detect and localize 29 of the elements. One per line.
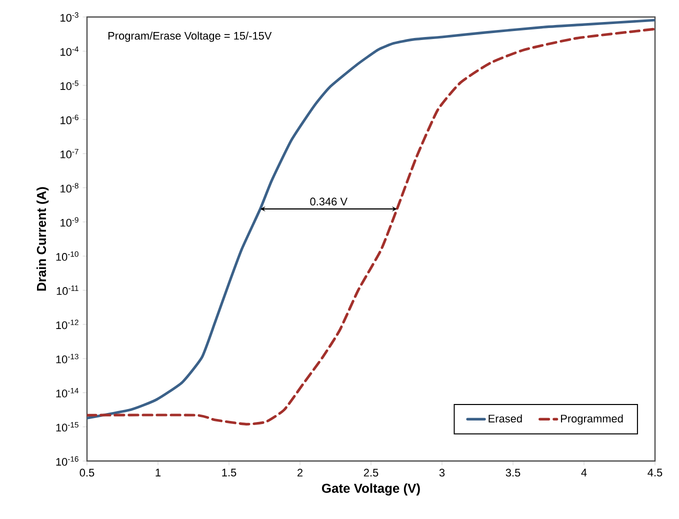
y-tick-label: 10$^{-12}$ bbox=[56, 320, 78, 330]
y-tick-label: 10$^{-8}$ bbox=[60, 183, 78, 192]
y-tick-label: 10$^{-13}$ bbox=[56, 354, 78, 364]
x-tick-label: 4.5 bbox=[648, 468, 662, 476]
x-tick-label: 1 bbox=[156, 468, 161, 476]
x-tick-label: 3 bbox=[439, 468, 445, 477]
y-tick-label: 10$^{-15}$ bbox=[56, 422, 78, 432]
y-tick-label: 10$^{-7}$ bbox=[60, 148, 78, 158]
x-tick-label: 3.5 bbox=[506, 468, 520, 477]
annotation: Program/Erase Voltage = 15/-15V bbox=[108, 32, 272, 42]
legend-label: Programmed bbox=[561, 414, 623, 425]
x-tick-label: 0.5 bbox=[80, 468, 94, 477]
annotation: 0.346 V bbox=[310, 198, 348, 206]
legend-label: Erased bbox=[488, 414, 522, 422]
y-tick-label: 10$^{-4}$ bbox=[60, 46, 79, 56]
y-axis-title: Drain Current (A) bbox=[36, 187, 49, 291]
x-tick-label: 1.5 bbox=[222, 468, 236, 476]
y-tick-label: 10$^{-11}$ bbox=[56, 286, 78, 295]
x-tick-label: 4 bbox=[581, 468, 587, 476]
y-tick-label: 10$^{-6}$ bbox=[60, 114, 78, 124]
y-tick-label: 10$^{-16}$ bbox=[56, 456, 78, 466]
y-tick-label: 10$^{-14}$ bbox=[56, 388, 79, 398]
x-tick-label: 2 bbox=[298, 468, 303, 476]
x-tick-label: 2.5 bbox=[364, 468, 378, 477]
x-axis-title: Gate Voltage (V) bbox=[322, 483, 420, 496]
y-tick-label: 10$^{-3}$ bbox=[60, 12, 78, 22]
y-tick-label: 10$^{-5}$ bbox=[60, 80, 78, 90]
y-tick-label: 10$^{-9}$ bbox=[60, 217, 78, 227]
y-tick-label: 10$^{-10}$ bbox=[56, 251, 78, 261]
